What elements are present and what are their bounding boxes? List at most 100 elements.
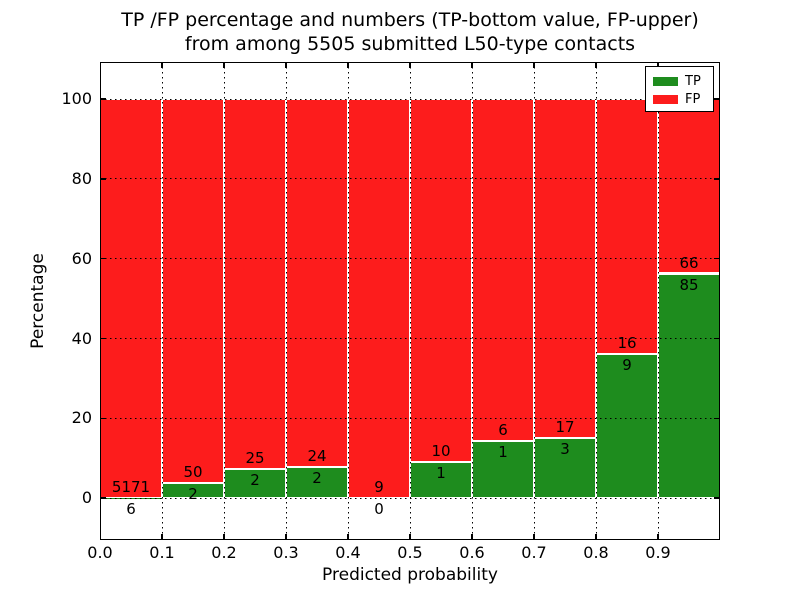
tp-count-label: 2 [188, 484, 198, 503]
chart-title-line1: TP /FP percentage and numbers (TP-bottom… [121, 9, 699, 31]
x-tick-mark [161, 534, 163, 540]
y-tick-mark [100, 257, 106, 260]
tp-count-label: 2 [250, 470, 260, 489]
fp-count-label: 5171 [111, 477, 151, 496]
x-tick-mark [471, 534, 473, 540]
x-tick-mark [347, 62, 349, 68]
x-tick-label: 0.3 [273, 543, 299, 562]
y-tick-label: 20 [71, 408, 92, 428]
tp-bar-segment [658, 273, 720, 499]
fp-count-label: 17 [555, 418, 575, 437]
x-tick-label: 0.6 [459, 543, 485, 562]
legend-item-tp: TP [653, 72, 713, 90]
tp-count-label: 0 [374, 500, 384, 519]
y-tick-mark [714, 337, 720, 340]
x-tick-mark [657, 534, 659, 540]
fp-count-label: 24 [307, 447, 327, 466]
gridline-vertical [347, 62, 349, 540]
y-tick-mark [100, 98, 106, 100]
gridline-vertical [161, 62, 163, 540]
tp-count-label: 85 [679, 275, 699, 294]
gridline-vertical [533, 62, 535, 540]
gridline-vertical [285, 62, 287, 540]
gridline-vertical [409, 62, 411, 540]
y-tick-label: 80 [71, 168, 92, 188]
legend-label-tp: TP [685, 73, 701, 89]
tp-count-label: 3 [560, 440, 570, 459]
gridline-vertical [595, 62, 597, 540]
fp-bar-segment [100, 99, 162, 498]
tp-count-label: 9 [622, 356, 632, 375]
y-tick-mark [100, 337, 106, 340]
fp-bar-segment [596, 99, 658, 355]
y-tick-mark [714, 178, 720, 180]
x-tick-mark [409, 62, 411, 68]
tp-count-label: 1 [436, 463, 446, 482]
tp-bar-segment [224, 468, 286, 499]
fp-bar-segment [410, 99, 472, 462]
tp-bar-segment [596, 354, 658, 499]
fp-count-label: 16 [617, 334, 637, 353]
legend: TP FP [645, 66, 714, 112]
tp-bar-segment [410, 461, 472, 499]
x-axis-label: Predicted probability [322, 565, 498, 585]
y-tick-mark [100, 417, 106, 420]
x-tick-mark [223, 534, 225, 540]
y-tick-mark [714, 417, 720, 420]
x-tick-label: 0.1 [149, 543, 175, 562]
gridline-vertical [223, 62, 225, 540]
x-tick-label: 0.2 [211, 543, 237, 562]
legend-swatch-fp-icon [653, 94, 678, 104]
tp-count-label: 2 [312, 469, 322, 488]
x-tick-label: 0.0 [87, 543, 113, 562]
x-tick-label: 0.7 [521, 543, 547, 562]
x-tick-label: 0.9 [645, 543, 671, 562]
y-tick-mark [100, 497, 106, 499]
fp-bar-segment [286, 99, 348, 468]
x-tick-label: 0.4 [335, 543, 361, 562]
x-tick-mark [285, 534, 287, 540]
fp-count-label: 6 [498, 421, 508, 440]
fp-count-label: 9 [374, 478, 384, 497]
chart-title-line2: from among 5505 submitted L50-type conta… [184, 33, 636, 55]
y-tick-label: 40 [71, 328, 92, 348]
y-tick-label: 0 [81, 488, 92, 508]
x-tick-mark [533, 534, 535, 540]
legend-item-fp: FP [653, 90, 713, 108]
x-tick-mark [595, 534, 597, 540]
fp-bar-segment [472, 99, 534, 442]
legend-label-fp: FP [685, 91, 701, 107]
x-tick-label: 0.8 [583, 543, 609, 562]
fp-bar-segment [658, 99, 720, 274]
x-tick-mark [409, 534, 411, 540]
fp-bar-segment [534, 99, 596, 439]
fp-count-label: 50 [183, 462, 203, 481]
gridline-vertical [471, 62, 473, 540]
x-tick-mark [595, 62, 597, 68]
y-tick-mark [100, 178, 106, 180]
tp-count-label: 6 [126, 499, 136, 518]
y-tick-mark [714, 98, 720, 100]
fp-count-label: 25 [245, 448, 265, 467]
gridline-vertical [657, 62, 659, 540]
x-tick-label: 0.5 [397, 543, 423, 562]
fp-count-label: 10 [431, 441, 451, 460]
x-tick-mark [161, 62, 163, 68]
fp-bar-segment [348, 99, 410, 499]
y-tick-mark [714, 497, 720, 499]
fp-bar-segment [162, 99, 224, 483]
x-tick-mark [285, 62, 287, 68]
x-tick-mark [657, 62, 659, 68]
x-tick-mark [533, 62, 535, 68]
tp-count-label: 1 [498, 443, 508, 462]
tp-bar-segment [472, 441, 534, 499]
y-tick-label: 60 [71, 248, 92, 268]
fp-bar-segment [224, 99, 286, 469]
fp-count-label: 66 [679, 253, 699, 272]
x-tick-mark [347, 534, 349, 540]
x-tick-mark [223, 62, 225, 68]
y-tick-label: 100 [61, 89, 92, 109]
plot-area: 5171 6 50 2 25 2 24 2 9 0 10 1 6 1 17 3 16 9 66 85 [100, 62, 720, 540]
x-tick-mark [471, 62, 473, 68]
